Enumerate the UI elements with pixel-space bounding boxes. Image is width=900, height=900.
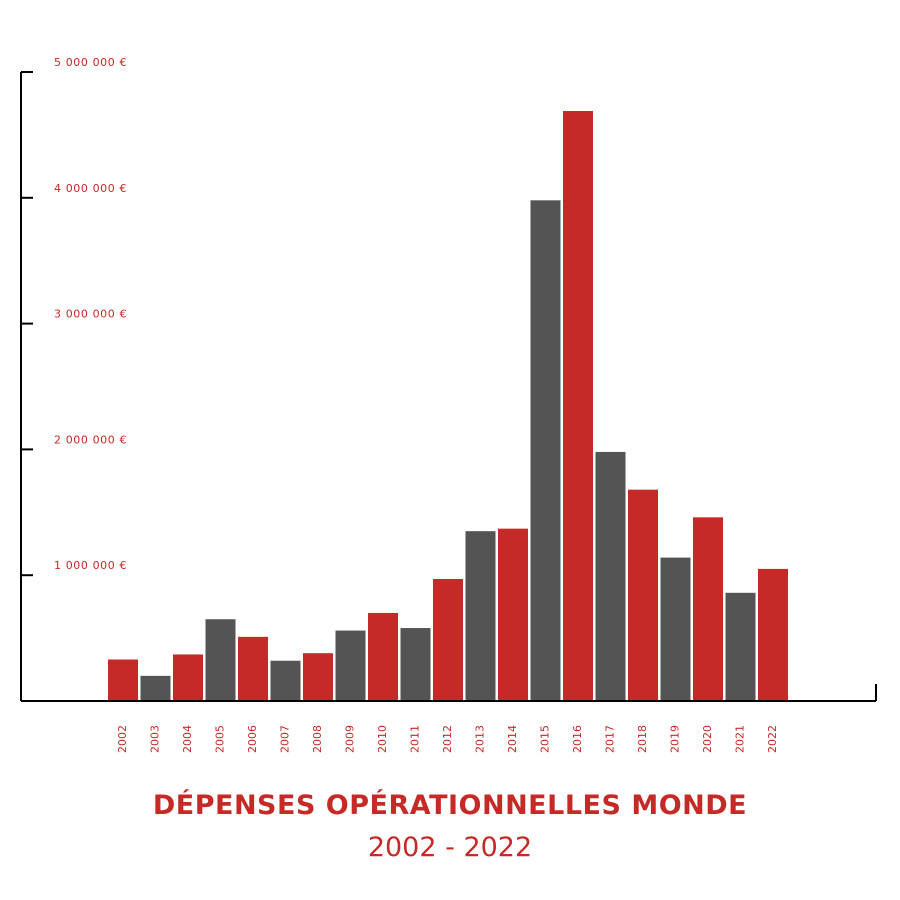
x-tick-label-2008: 2008 [311, 725, 324, 753]
x-tick-label-2015: 2015 [539, 725, 552, 753]
x-tick-label-2005: 2005 [214, 725, 227, 753]
bar-2018 [628, 489, 658, 701]
y-tick-label: 4 000 000 € [54, 182, 127, 195]
x-tick-label-2020: 2020 [701, 725, 714, 753]
x-tick-label-2009: 2009 [344, 725, 357, 753]
bar-2011 [400, 628, 431, 701]
bar-2006 [238, 636, 268, 701]
x-tick-label-2018: 2018 [636, 725, 649, 753]
x-tick-label-2021: 2021 [734, 725, 747, 753]
x-tick-label-2019: 2019 [669, 725, 682, 753]
bar-2002 [108, 659, 138, 701]
y-tick-label: 3 000 000 € [54, 308, 127, 321]
chart-subtitle: 2002 - 2022 [367, 832, 533, 863]
bar-2022 [758, 568, 788, 701]
y-tick-label: 1 000 000 € [54, 559, 127, 572]
x-tick-label-2022: 2022 [766, 725, 779, 753]
chart-title: DÉPENSES OPÉRATIONNELLES MONDE [152, 790, 748, 821]
x-tick-label-2002: 2002 [116, 725, 129, 753]
bar-2004 [173, 654, 203, 701]
bars-group [108, 110, 788, 702]
x-tick-label-2011: 2011 [409, 725, 422, 753]
y-axis-ticks: 1 000 000 € 2 000 000 € 3 000 000 € 4 000 0… [21, 56, 127, 577]
x-tick-label-2007: 2007 [279, 725, 292, 753]
bar-2015 [530, 200, 561, 702]
bar-2021 [725, 592, 756, 701]
x-tick-label-2014: 2014 [506, 725, 519, 753]
y-tick-label: 5 000 000 € [54, 56, 127, 69]
bar-2017 [595, 451, 626, 701]
bar-2020 [693, 517, 723, 701]
x-axis-labels: 2002 2003 2004 2005 2006 2007 2008 2009 2010 2011… [116, 725, 779, 753]
bar-2012 [433, 578, 463, 701]
bar-2013 [465, 531, 496, 701]
bar-2003 [140, 675, 171, 701]
x-tick-label-2017: 2017 [604, 725, 617, 753]
x-tick-label-2013: 2013 [474, 725, 487, 753]
x-tick-label-2010: 2010 [376, 725, 389, 753]
bar-2005 [205, 619, 236, 701]
bar-2016 [563, 110, 593, 702]
bar-2008 [303, 653, 333, 701]
bar-2014 [498, 528, 528, 701]
bar-2007 [270, 660, 301, 701]
x-tick-label-2003: 2003 [149, 725, 162, 753]
bar-2019 [660, 557, 691, 701]
y-tick-label: 2 000 000 € [54, 433, 127, 446]
x-tick-label-2012: 2012 [441, 725, 454, 753]
x-tick-label-2006: 2006 [246, 725, 259, 753]
bar-2009 [335, 630, 366, 701]
bar-2010 [368, 612, 398, 701]
x-tick-label-2004: 2004 [181, 725, 194, 753]
x-tick-label-2016: 2016 [571, 725, 584, 753]
